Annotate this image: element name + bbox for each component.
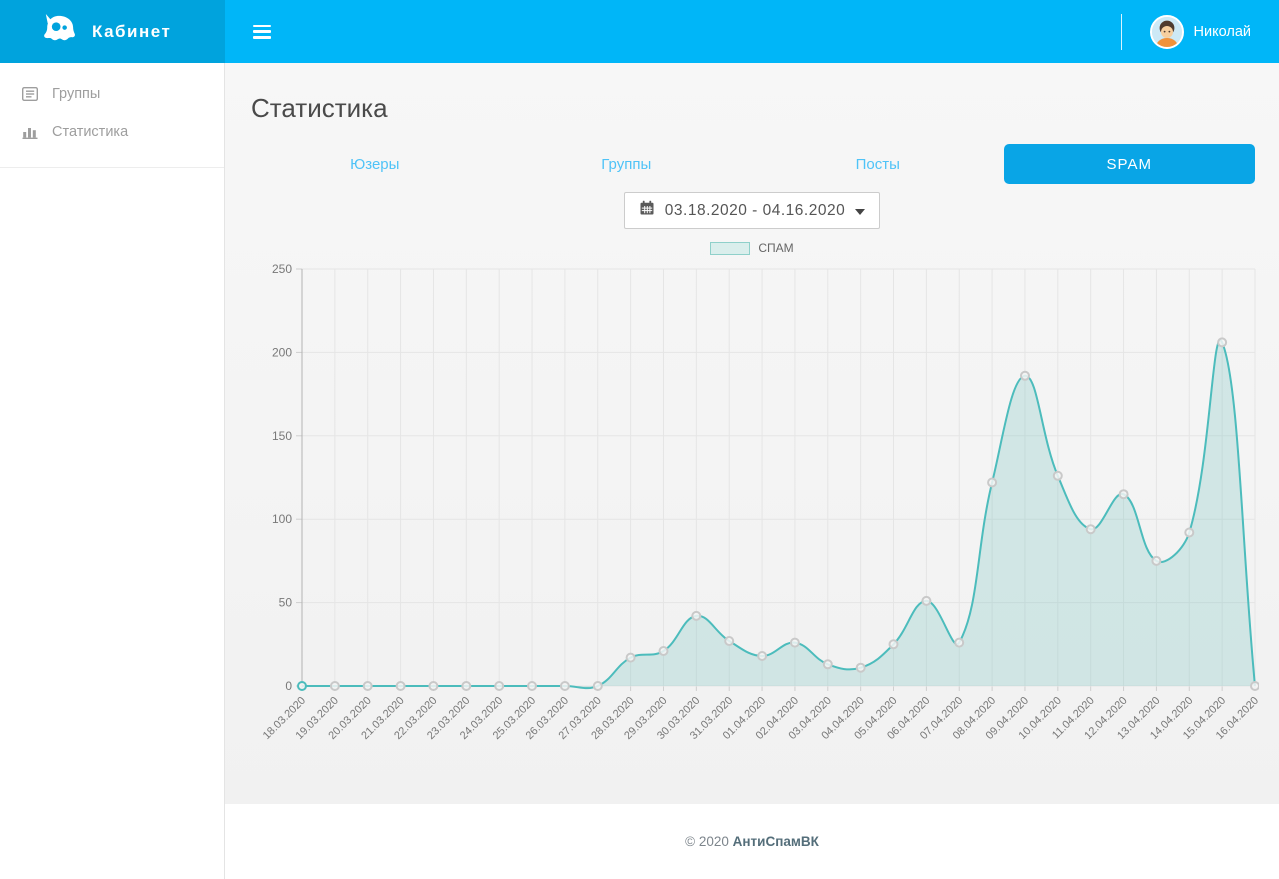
date-range-picker[interactable]: 03.18.2020 - 04.16.2020 <box>623 192 881 229</box>
chart-point[interactable] <box>428 681 439 691</box>
chart-point[interactable] <box>1217 337 1228 348</box>
tab-users[interactable]: Юзеры <box>350 155 400 173</box>
tab-spam-button[interactable]: SPAM <box>1003 144 1255 184</box>
content-panel: Статистика Юзеры Группы Посты SPAM <box>225 63 1279 804</box>
tab-posts[interactable]: Посты <box>855 155 900 173</box>
chart-point[interactable] <box>1184 527 1195 538</box>
chart-point[interactable] <box>625 652 636 663</box>
user-name: Николай <box>1193 23 1251 40</box>
svg-text:200: 200 <box>272 345 292 359</box>
footer-brand-link[interactable]: АнтиСпамВК <box>732 834 819 849</box>
chart-point[interactable] <box>822 659 833 670</box>
svg-text:50: 50 <box>279 596 293 610</box>
chart-point[interactable] <box>1151 555 1162 566</box>
chart-point[interactable] <box>789 637 800 648</box>
chart-point[interactable] <box>855 662 866 673</box>
header-divider <box>1120 13 1122 50</box>
main-area: Статистика Юзеры Группы Посты SPAM <box>225 63 1279 879</box>
svg-text:100: 100 <box>272 512 292 526</box>
bar-chart-icon <box>21 123 39 141</box>
sidebar-item-statistics[interactable]: Статистика <box>0 113 224 151</box>
brand[interactable]: Кабинет <box>0 0 225 63</box>
stats-tabs: Юзеры Группы Посты SPAM <box>249 144 1255 184</box>
sidebar-item-groups[interactable]: Группы <box>0 75 224 113</box>
header: Кабинет Николай <box>0 0 1279 63</box>
date-range-value: 03.18.2020 - 04.16.2020 <box>664 201 846 219</box>
calendar-icon <box>639 200 655 221</box>
sidebar-item-label: Статистика <box>52 124 129 140</box>
svg-text:250: 250 <box>272 262 292 276</box>
spam-chart[interactable]: 05010015020025018.03.202019.03.202020.03… <box>249 257 1259 773</box>
svg-text:0: 0 <box>285 679 292 693</box>
chart-legend[interactable]: СПАМ <box>249 241 1255 255</box>
legend-swatch <box>710 241 751 255</box>
chart-point[interactable] <box>987 477 998 488</box>
user-menu[interactable]: Николай <box>1149 14 1251 49</box>
svg-text:150: 150 <box>272 429 292 443</box>
chart-point[interactable] <box>888 639 899 650</box>
chart-point[interactable] <box>658 646 669 656</box>
chart-point[interactable] <box>1250 681 1259 691</box>
chart-point[interactable] <box>1052 470 1063 481</box>
chart-point[interactable] <box>1020 370 1030 381</box>
page-title: Статистика <box>251 93 388 123</box>
tab-groups[interactable]: Группы <box>601 155 652 173</box>
list-icon <box>21 85 39 103</box>
chart-point[interactable] <box>362 681 373 691</box>
chevron-down-icon <box>855 202 866 220</box>
chart-point[interactable] <box>461 681 472 691</box>
chart-point[interactable] <box>297 681 307 691</box>
chart-point[interactable] <box>329 681 340 691</box>
chart-point[interactable] <box>757 651 768 661</box>
chart-point[interactable] <box>494 681 505 691</box>
sidebar-item-label: Группы <box>52 86 101 102</box>
ghost-logo-icon <box>40 13 78 50</box>
sidebar-nav: Группы Статистика <box>0 63 224 168</box>
avatar <box>1149 14 1184 49</box>
menu-icon[interactable] <box>253 24 271 39</box>
chart-point[interactable] <box>921 595 932 606</box>
chart-point[interactable] <box>691 610 702 621</box>
legend-label: СПАМ <box>758 241 794 255</box>
chart-point[interactable] <box>1118 489 1129 500</box>
chart-point[interactable] <box>527 681 537 691</box>
chart-point[interactable] <box>592 681 603 691</box>
chart-point[interactable] <box>559 681 570 691</box>
copyright-text: © 2020 <box>685 834 729 849</box>
brand-title: Кабинет <box>92 21 172 41</box>
footer: © 2020 АнтиСпамВК <box>225 804 1279 849</box>
chart-point[interactable] <box>395 681 406 691</box>
chart-point[interactable] <box>954 637 965 648</box>
sidebar: Группы Статистика <box>0 63 225 879</box>
top-bar: Николай <box>225 0 1279 63</box>
chart-point[interactable] <box>724 636 735 646</box>
chart-point[interactable] <box>1085 524 1096 535</box>
